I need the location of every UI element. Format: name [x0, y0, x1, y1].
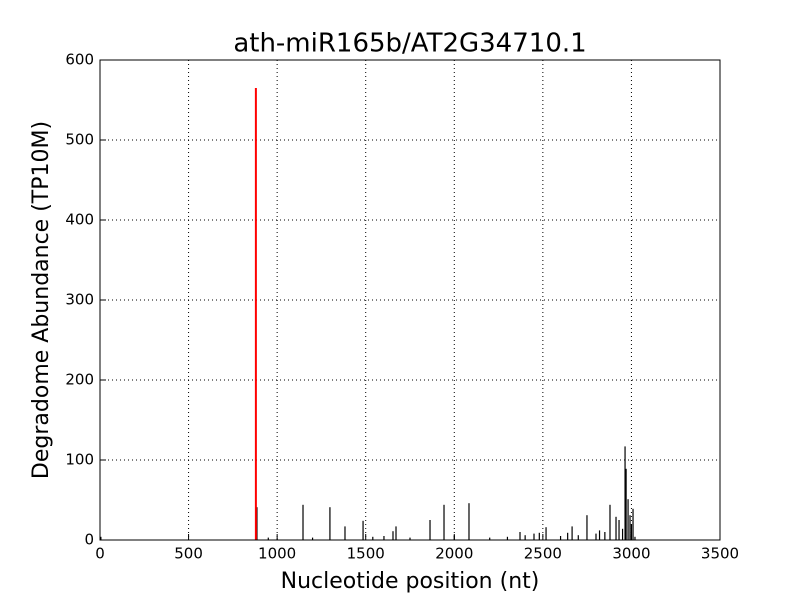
plot-frame — [99, 59, 721, 541]
x-tick-label: 2000 — [435, 545, 473, 563]
y-tick-label: 500 — [65, 131, 94, 149]
x-tick-label: 2500 — [524, 545, 562, 563]
y-tick-label: 600 — [65, 51, 94, 69]
x-tick-label: 3500 — [701, 545, 739, 563]
x-tick-label: 3000 — [612, 545, 650, 563]
x-tick-label: 1500 — [347, 545, 385, 563]
y-tick-label: 0 — [84, 531, 94, 549]
y-tick-label: 300 — [65, 291, 94, 309]
x-tick-label: 1000 — [258, 545, 296, 563]
y-tick-label: 200 — [65, 371, 94, 389]
y-tick-label: 400 — [65, 211, 94, 229]
x-axis-label: Nucleotide position (nt) — [281, 569, 540, 594]
x-tick-label: 0 — [95, 545, 105, 563]
chart-title: ath-miR165b/AT2G34710.1 — [233, 29, 586, 59]
y-tick-label: 100 — [65, 451, 94, 469]
y-axis-label: Degradome Abundance (TP10M) — [29, 121, 54, 479]
x-tick-label: 500 — [174, 545, 203, 563]
